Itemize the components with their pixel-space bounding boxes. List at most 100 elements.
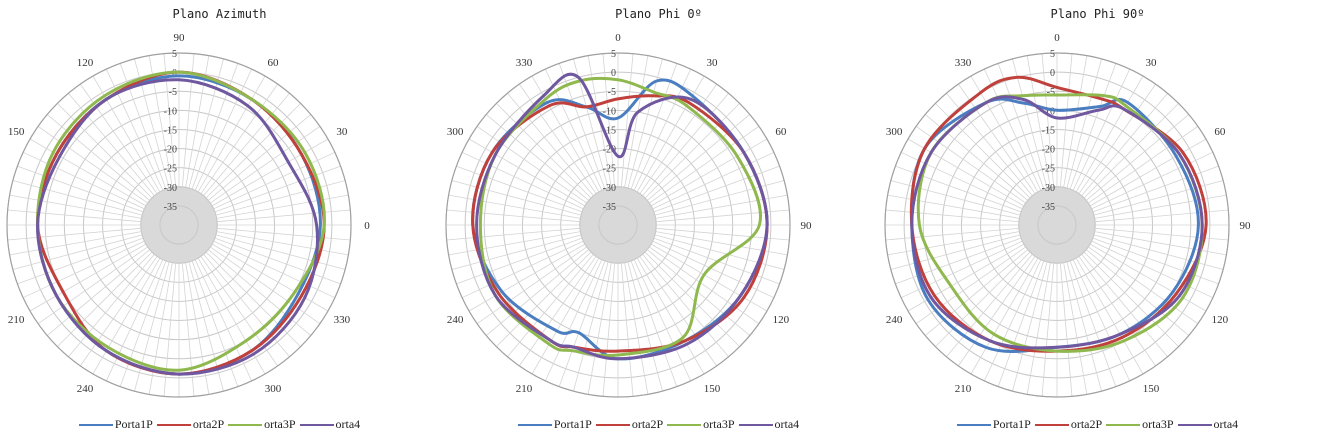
angle-label: 240 — [886, 314, 903, 326]
grid-spoke — [46, 249, 150, 336]
outer-ring — [884, 52, 1230, 398]
grid-spoke — [624, 262, 649, 395]
r-tick-label: -20 — [1042, 145, 1055, 156]
grid-spoke — [650, 138, 768, 207]
chart-legend: Porta1P orta2P orta3P orta4 — [439, 417, 878, 432]
grid-spoke — [1086, 114, 1190, 201]
grid-spoke — [217, 209, 351, 223]
grid-spoke — [1012, 261, 1048, 392]
grid-spoke — [1066, 58, 1102, 189]
grid-spoke — [1012, 58, 1048, 189]
chart-panel-phi0: Plano Phi 0º 5 0 -5 -10 -15 -20 -25 -30 -35 0 30 60… — [439, 0, 878, 441]
legend-label: orta4 — [1213, 417, 1239, 431]
grid-spoke — [1092, 165, 1219, 213]
grid-spoke — [216, 231, 349, 256]
angle-label: 180 — [1049, 408, 1066, 410]
legend-label: orta3P — [1142, 417, 1174, 431]
legend-swatch — [667, 423, 702, 426]
grid-spoke — [446, 227, 580, 241]
grid-spoke — [1081, 92, 1168, 196]
grid-spoke — [197, 75, 266, 193]
grid-spoke — [887, 194, 1020, 219]
grid-spoke — [57, 251, 153, 347]
grid-spoke — [1078, 83, 1156, 194]
grid-spoke — [29, 138, 147, 207]
angle-label: 120 — [77, 57, 94, 69]
angle-label: 0 — [615, 32, 621, 44]
legend-swatch — [1034, 423, 1069, 426]
polar-chart: 50-5-10-15-20-25-30-35030609012015018021… — [6, 32, 370, 410]
chart-title: Plano Azimuth — [172, 7, 267, 21]
grid-spoke — [656, 227, 790, 241]
angle-label: 120 — [1212, 314, 1229, 326]
grid-spoke — [1059, 263, 1073, 397]
grid-spoke — [213, 240, 336, 299]
grid-spoke — [935, 103, 1031, 199]
angle-label: 0 — [364, 220, 370, 232]
grid-spoke — [1026, 262, 1051, 395]
grid-spoke — [7, 209, 141, 223]
angle-label: 330 — [955, 57, 972, 69]
grid-spoke — [1075, 257, 1144, 375]
grid-spoke — [203, 254, 290, 358]
grid-spoke — [22, 240, 145, 299]
angle-label: 210 — [516, 383, 533, 395]
legend-swatch — [228, 423, 263, 426]
grid-spoke — [544, 68, 603, 191]
grid-spoke — [970, 257, 1039, 375]
grid-spoke — [217, 227, 351, 241]
grid-spoke — [633, 68, 692, 191]
grid-spoke — [448, 194, 581, 219]
r-tick-label: -20 — [603, 145, 616, 156]
grid-spoke — [1063, 55, 1088, 188]
r-tick-label: -30 — [164, 183, 177, 194]
legend-label: orta2P — [1070, 417, 1103, 431]
legend-swatch — [517, 423, 552, 426]
grid-spoke — [68, 254, 155, 358]
grid-spoke — [12, 234, 143, 270]
chart-legend: Porta1P orta2P orta3P orta4 — [878, 417, 1317, 432]
r-tick-label: -10 — [164, 106, 177, 117]
angle-label: 330 — [334, 314, 351, 326]
grid-spoke — [946, 92, 1033, 196]
grid-spoke — [946, 254, 1033, 358]
series-line — [36, 78, 319, 376]
grid-spoke — [92, 257, 161, 375]
angle-label: 150 — [704, 383, 721, 395]
grid-spoke — [1081, 254, 1168, 358]
legend-label: orta4 — [335, 417, 361, 431]
angle-label: 30 — [707, 57, 719, 69]
grid-spoke — [935, 251, 1031, 347]
grid-spoke — [210, 126, 321, 204]
grid-spoke — [37, 246, 148, 324]
outer-ring — [445, 52, 791, 398]
grid-spoke — [213, 151, 336, 210]
grid-spoke — [624, 55, 649, 188]
legend-item: Porta1P — [517, 417, 592, 432]
grid-spoke — [12, 180, 143, 216]
legend-label: orta3P — [703, 417, 735, 431]
grid-spoke — [17, 165, 144, 213]
angle-label: 330 — [516, 57, 533, 69]
angle-label: 60 — [1214, 126, 1226, 138]
grid-spoke — [1072, 259, 1131, 382]
polar-chart: 50-5-10-15-20-25-30-35030609012015018021… — [445, 32, 812, 410]
grid-spoke — [656, 209, 790, 223]
r-tick-label: -35 — [164, 202, 177, 213]
r-tick-label: -15 — [1042, 125, 1055, 136]
angle-label: 210 — [8, 314, 25, 326]
r-tick-label: -25 — [603, 164, 616, 175]
grid-spoke — [587, 262, 612, 395]
grid-spoke — [215, 180, 346, 216]
grid-spoke — [642, 254, 729, 358]
grid-spoke — [1093, 234, 1224, 270]
grid-spoke — [214, 237, 341, 285]
grid-spoke — [630, 260, 678, 387]
grid-spoke — [9, 194, 142, 219]
legend-label: Porta1P — [992, 417, 1031, 431]
grid-spoke — [633, 259, 692, 382]
legend-swatch — [78, 423, 113, 426]
grid-spoke — [890, 234, 1021, 270]
legend-label: orta4 — [774, 417, 800, 431]
angle-label: 240 — [77, 383, 94, 395]
